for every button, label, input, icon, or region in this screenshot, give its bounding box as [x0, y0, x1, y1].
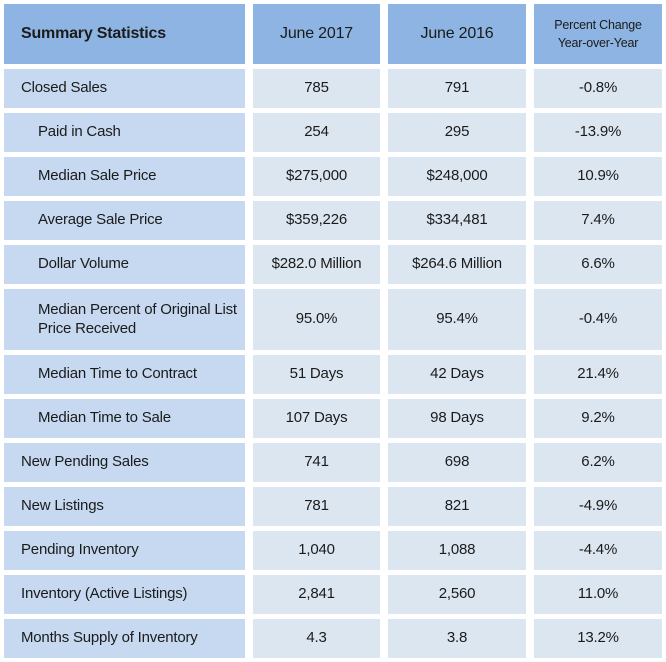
cell-average-sale-price-percent-change: 7.4%	[534, 201, 662, 240]
cell-median-percent-of-original-list-price-received-june-2017: 95.0%	[253, 289, 380, 350]
cell-pending-inventory-percent-change: -4.4%	[534, 531, 662, 570]
row-label-new-listings: New Listings	[4, 487, 245, 526]
cell-paid-in-cash-june-2017: 254	[253, 113, 380, 152]
cell-months-supply-of-inventory-june-2017: 4.3	[253, 619, 380, 658]
cell-dollar-volume-june-2017: $282.0 Million	[253, 245, 380, 284]
row-label-new-pending-sales: New Pending Sales	[4, 443, 245, 482]
header-june-2016: June 2016	[388, 4, 526, 64]
cell-new-pending-sales-june-2016: 698	[388, 443, 526, 482]
cell-pending-inventory-june-2016: 1,088	[388, 531, 526, 570]
cell-median-sale-price-june-2016: $248,000	[388, 157, 526, 196]
cell-inventory-active-listings-june-2017: 2,841	[253, 575, 380, 614]
cell-pending-inventory-june-2017: 1,040	[253, 531, 380, 570]
cell-new-pending-sales-percent-change: 6.2%	[534, 443, 662, 482]
row-label-pending-inventory: Pending Inventory	[4, 531, 245, 570]
row-label-median-time-to-contract: Median Time to Contract	[4, 355, 245, 394]
cell-median-time-to-sale-percent-change: 9.2%	[534, 399, 662, 438]
header-percent-change-line1: Percent Change	[554, 17, 642, 32]
row-label-dollar-volume: Dollar Volume	[4, 245, 245, 284]
cell-average-sale-price-june-2016: $334,481	[388, 201, 526, 240]
cell-new-listings-june-2016: 821	[388, 487, 526, 526]
row-label-closed-sales: Closed Sales	[4, 69, 245, 108]
row-label-median-percent-of-original-list-price-received: Median Percent of Original List Price Re…	[4, 289, 245, 350]
cell-average-sale-price-june-2017: $359,226	[253, 201, 380, 240]
cell-closed-sales-june-2016: 791	[388, 69, 526, 108]
cell-median-time-to-contract-june-2017: 51 Days	[253, 355, 380, 394]
header-june-2017: June 2017	[253, 4, 380, 64]
cell-median-sale-price-june-2017: $275,000	[253, 157, 380, 196]
cell-median-time-to-contract-june-2016: 42 Days	[388, 355, 526, 394]
cell-inventory-active-listings-june-2016: 2,560	[388, 575, 526, 614]
cell-months-supply-of-inventory-percent-change: 13.2%	[534, 619, 662, 658]
cell-dollar-volume-june-2016: $264.6 Million	[388, 245, 526, 284]
cell-dollar-volume-percent-change: 6.6%	[534, 245, 662, 284]
cell-paid-in-cash-june-2016: 295	[388, 113, 526, 152]
row-label-median-time-to-sale: Median Time to Sale	[4, 399, 245, 438]
header-summary-statistics: Summary Statistics	[4, 4, 245, 64]
cell-new-listings-june-2017: 781	[253, 487, 380, 526]
cell-inventory-active-listings-percent-change: 11.0%	[534, 575, 662, 614]
cell-new-pending-sales-june-2017: 741	[253, 443, 380, 482]
cell-months-supply-of-inventory-june-2016: 3.8	[388, 619, 526, 658]
cell-median-sale-price-percent-change: 10.9%	[534, 157, 662, 196]
row-label-inventory-active-listings: Inventory (Active Listings)	[4, 575, 245, 614]
cell-median-percent-of-original-list-price-received-percent-change: -0.4%	[534, 289, 662, 350]
cell-closed-sales-percent-change: -0.8%	[534, 69, 662, 108]
row-label-average-sale-price: Average Sale Price	[4, 201, 245, 240]
row-label-paid-in-cash: Paid in Cash	[4, 113, 245, 152]
header-percent-change-line2: Year-over-Year	[557, 36, 639, 50]
cell-median-time-to-sale-june-2017: 107 Days	[253, 399, 380, 438]
row-label-median-sale-price: Median Sale Price	[4, 157, 245, 196]
cell-closed-sales-june-2017: 785	[253, 69, 380, 108]
cell-median-time-to-contract-percent-change: 21.4%	[534, 355, 662, 394]
header-percent-change-year-over-year: Percent Change Year-over-Year	[534, 4, 662, 64]
row-label-months-supply-of-inventory: Months Supply of Inventory	[4, 619, 245, 658]
cell-median-time-to-sale-june-2016: 98 Days	[388, 399, 526, 438]
cell-paid-in-cash-percent-change: -13.9%	[534, 113, 662, 152]
cell-new-listings-percent-change: -4.9%	[534, 487, 662, 526]
cell-median-percent-of-original-list-price-received-june-2016: 95.4%	[388, 289, 526, 350]
